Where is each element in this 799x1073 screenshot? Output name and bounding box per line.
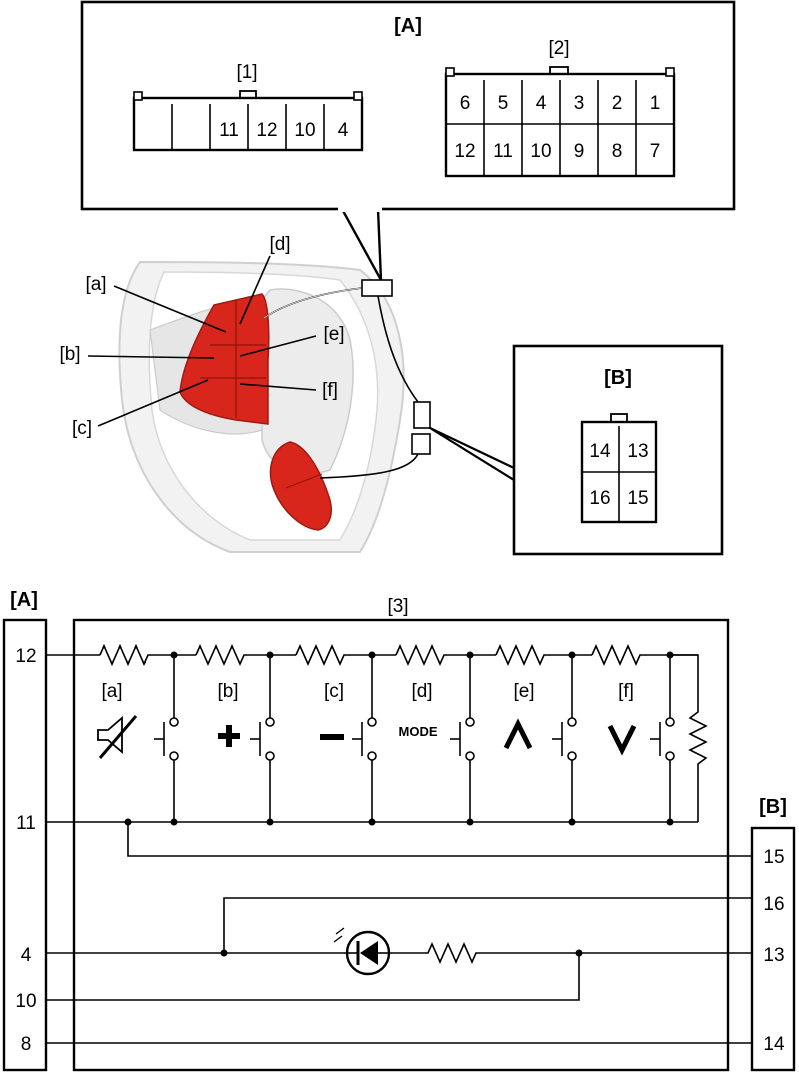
- callout-f: [f]: [322, 380, 338, 401]
- switch-label-d: [d]: [411, 681, 432, 702]
- switch-module: [72, 618, 730, 1072]
- connector-b-callout: [B] 14 13 16 15: [429, 344, 724, 556]
- switch-label-a: [a]: [101, 681, 122, 702]
- minus-icon: [320, 734, 344, 740]
- switch-label-b: [b]: [217, 681, 238, 702]
- module-label: [3]: [387, 596, 408, 617]
- steering-wheel-illustration: [d] [a] [b] [c] [e] [f]: [59, 234, 431, 553]
- pin-a-12: 12: [15, 646, 36, 667]
- c2-cell: 3: [574, 93, 585, 114]
- pin-a-11: 11: [16, 813, 36, 834]
- cb-cell: 15: [627, 488, 648, 509]
- switch-label-c: [c]: [324, 681, 344, 702]
- led-icon: [333, 927, 391, 976]
- cb-cell: 13: [627, 441, 648, 462]
- connector-2-label: [2]: [548, 38, 569, 59]
- c2-cell: 12: [454, 141, 475, 162]
- c2-row-bottom: 12 11 10 9 8 7: [454, 141, 660, 162]
- terminal-resistor: [670, 654, 708, 822]
- c1-cell-6: 4: [338, 120, 349, 141]
- wire-4-to-16: [223, 897, 752, 953]
- pin-a-8: 8: [21, 1034, 32, 1055]
- callout-d: [d]: [269, 234, 290, 255]
- resistor-1: [99, 644, 152, 666]
- resistor-ladder: [46, 644, 698, 666]
- pin-b-13: 13: [763, 945, 784, 966]
- switch-columns: [173, 655, 671, 822]
- c2-cell: 1: [650, 93, 661, 114]
- schematic-connector-b: [750, 826, 796, 1072]
- wire-10: [46, 953, 580, 1001]
- c1-cell-5: 10: [294, 120, 315, 141]
- schematic-a-header: [A]: [10, 589, 38, 611]
- harness-connector-b2: [411, 433, 431, 455]
- callout-a: [a]: [85, 274, 106, 295]
- switch-label-e: [e]: [513, 681, 534, 702]
- resistor-3: [295, 644, 348, 666]
- callout-e: [e]: [323, 324, 344, 345]
- cb-cell: 14: [589, 441, 611, 462]
- connector-a-callout: [A] [1] 11 12 10 4 [2]: [80, 0, 736, 211]
- junctions: [124, 651, 674, 957]
- switch-contacts: [154, 717, 675, 761]
- schematic-b-header: [B]: [759, 796, 787, 818]
- plus-icon: [218, 725, 240, 747]
- led-resistor: [389, 942, 752, 964]
- down-chevron-icon: [607, 724, 637, 756]
- c2-cell: 11: [493, 141, 513, 162]
- pin-a-10: 10: [15, 991, 36, 1012]
- pin-b-15: 15: [763, 847, 784, 868]
- pin-b-14: 14: [763, 1034, 785, 1055]
- harness-connector-a: [361, 279, 393, 297]
- schematic: [A] 12 11 4 10 8 [B] 15 16 13 14 [3]: [2, 589, 796, 1072]
- c2-cell: 10: [530, 141, 551, 162]
- c2-cell: 8: [612, 141, 623, 162]
- c2-cell: 2: [612, 93, 623, 114]
- callout-b-pointer: [429, 427, 516, 482]
- wire-11-to-15: [127, 822, 752, 857]
- cb-cell: 16: [589, 488, 610, 509]
- connector-2: [2] 6 5 4 3 2 1 12 11 10 9: [444, 38, 676, 178]
- schematic-connector-a: [2, 618, 48, 1072]
- lower-switch: [269, 441, 332, 531]
- c2-row-top: 6 5 4 3 2 1: [460, 93, 661, 114]
- resistor-6: [591, 644, 644, 666]
- callout-b-title: [B]: [604, 367, 632, 389]
- connector-1-label: [1]: [236, 62, 257, 83]
- connector-1: [1] 11 12 10 4: [132, 62, 364, 152]
- pin-b-16: 16: [763, 894, 784, 915]
- switch-label-f: [f]: [618, 681, 634, 702]
- c2-cell: 7: [650, 141, 661, 162]
- c2-cell: 5: [498, 93, 509, 114]
- mute-icon: [97, 715, 138, 759]
- c2-cell: 9: [574, 141, 585, 162]
- c2-cell: 6: [460, 93, 471, 114]
- c2-cell: 4: [536, 93, 547, 114]
- c1-cell-3: 11: [219, 120, 239, 141]
- callout-c: [c]: [72, 418, 92, 439]
- up-chevron-icon: [503, 718, 533, 750]
- mode-text-icon: MODE: [399, 724, 438, 739]
- callout-b: [b]: [59, 344, 80, 365]
- resistor-2: [195, 644, 248, 666]
- callout-a-title: [A]: [394, 15, 422, 37]
- harness-connector-b1: [413, 401, 431, 429]
- resistor-4: [395, 644, 448, 666]
- resistor-5: [495, 644, 548, 666]
- pin-a-4: 4: [21, 945, 32, 966]
- c1-cell-4: 12: [256, 120, 277, 141]
